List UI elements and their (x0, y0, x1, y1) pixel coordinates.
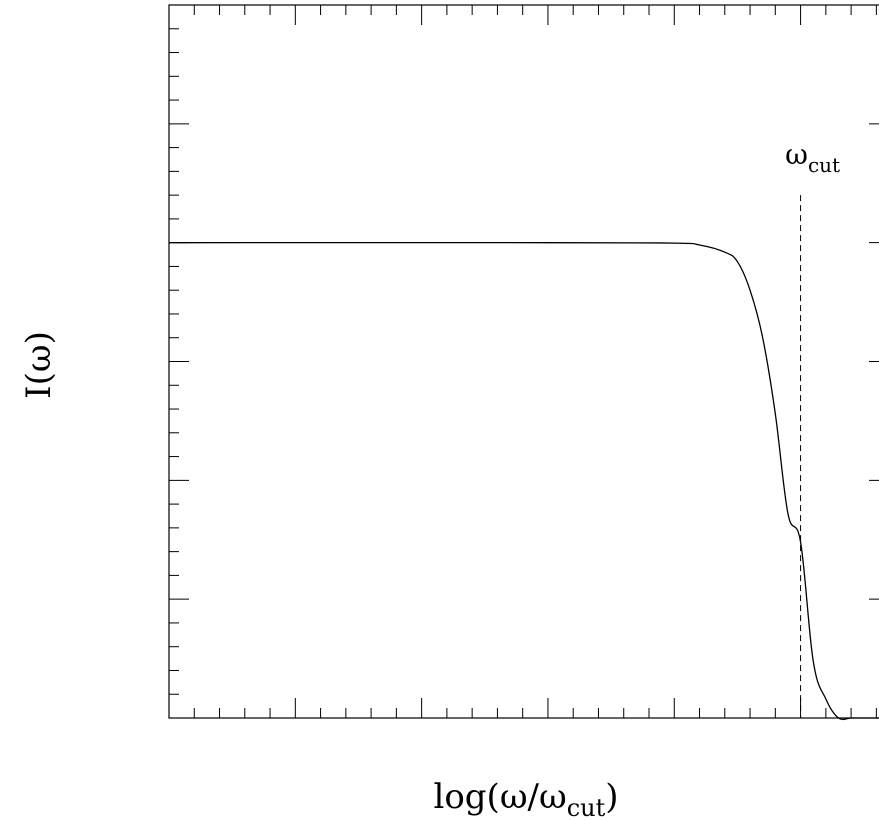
cutoff-label: ωcut (785, 138, 840, 177)
cutoff-label-sub: cut (808, 153, 840, 177)
series-line (168, 241, 879, 721)
x-axis-label-close: ) (605, 777, 618, 817)
x-axis-label-main: log(ω/ω (433, 777, 566, 817)
plot-frame (168, 4, 879, 719)
cutoff-label-main: ω (785, 138, 808, 171)
x-axis-label: log(ω/ωcut) (433, 777, 618, 821)
axis-ticks (168, 4, 879, 719)
x-axis-label-sub: cut (567, 794, 606, 821)
y-axis-label: I(ω) (19, 331, 59, 399)
